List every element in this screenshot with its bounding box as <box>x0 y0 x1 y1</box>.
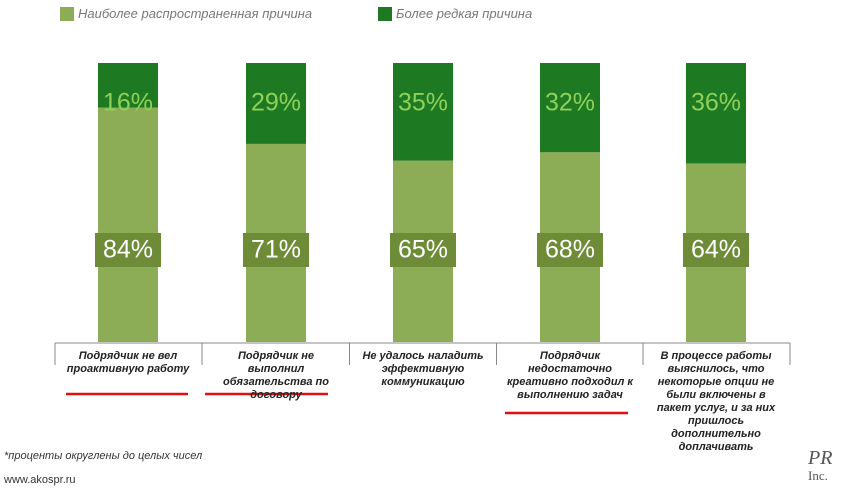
value-label: 32% <box>545 89 595 117</box>
x-tick-label: Подрядчик не вел проактивную работу <box>66 350 190 375</box>
value-label: 35% <box>398 89 448 117</box>
legend-label: Наиболее распространенная причина <box>78 6 313 21</box>
value-label: 16% <box>103 89 153 117</box>
legend-swatch <box>60 7 74 21</box>
value-label: 29% <box>251 89 301 117</box>
value-label: 84% <box>103 236 153 264</box>
bar-segment <box>98 63 158 108</box>
logo-text: PR <box>808 447 833 469</box>
value-label-box <box>537 233 603 267</box>
logo-text: Inc. <box>808 468 828 483</box>
bar-segment <box>246 63 306 144</box>
x-tick-label: Подрядчик недостаточно креативно подходи… <box>506 350 634 401</box>
legend-swatch <box>378 7 392 21</box>
bar-segment <box>686 63 746 164</box>
value-label-box <box>683 233 749 267</box>
bar-segment <box>540 63 600 153</box>
x-tick-label: Подрядчик не выполнил обязательства по д… <box>222 350 329 401</box>
value-label: 71% <box>251 236 301 264</box>
value-label: 64% <box>691 236 741 264</box>
value-label: 68% <box>545 236 595 264</box>
value-label-box <box>95 233 161 267</box>
x-tick-label: В процессе работы выяснилось, что некото… <box>656 350 776 453</box>
bar-segment <box>393 63 453 161</box>
footnote: *проценты округлены до целых чисел <box>4 450 203 462</box>
value-label: 65% <box>398 236 448 264</box>
value-label-box <box>243 233 309 267</box>
x-tick-label: Не удалось наладить эффективную коммуник… <box>362 350 484 388</box>
source-url: www.akospr.ru <box>4 474 76 486</box>
value-label-box <box>390 233 456 267</box>
bar-segment <box>98 107 158 342</box>
legend-label: Более редкая причина <box>396 6 533 21</box>
value-label: 36% <box>691 89 741 117</box>
